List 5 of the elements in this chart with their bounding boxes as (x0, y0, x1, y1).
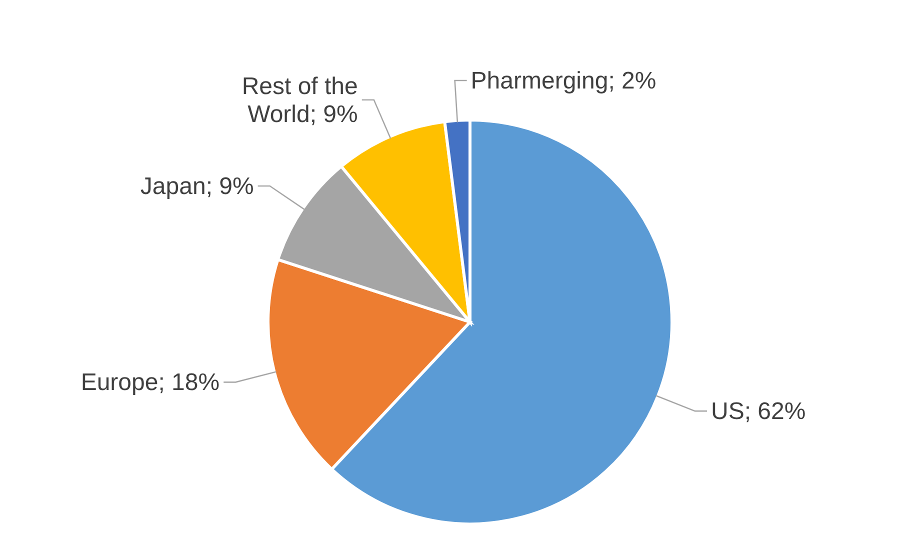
slice-label: Rest of the World; 9% (242, 72, 358, 128)
slice-label: Europe; 18% (80, 369, 220, 396)
slice-label: Japan; 9% (140, 172, 254, 200)
slice-label: US; 62% (711, 398, 806, 426)
slice-label: Pharmerging; 2% (470, 67, 656, 94)
